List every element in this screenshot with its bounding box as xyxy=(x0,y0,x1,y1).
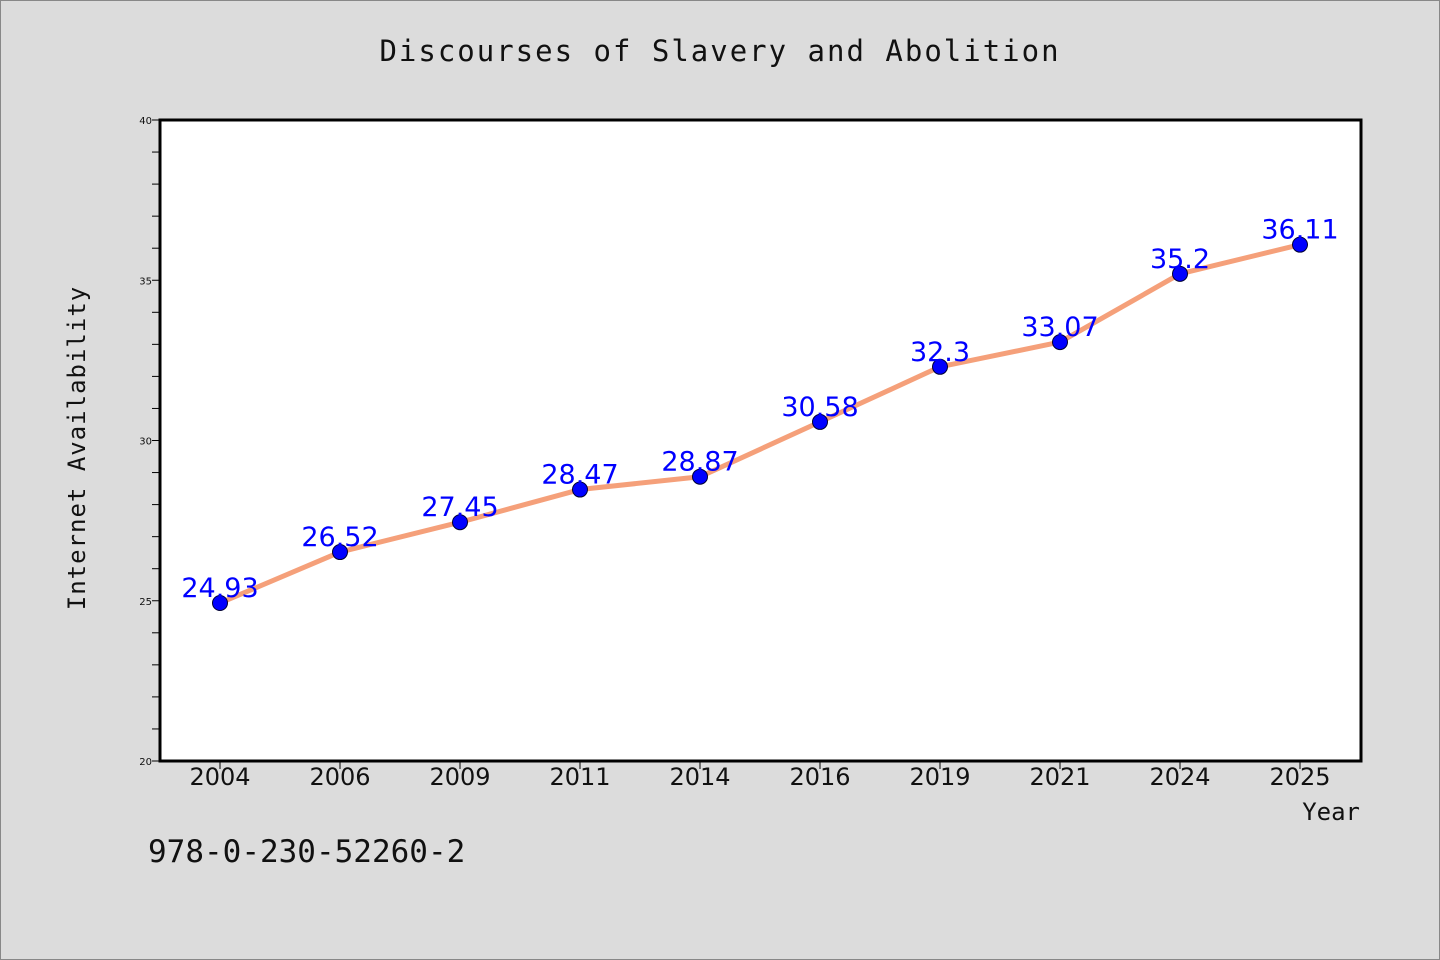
data-label: 27.45 xyxy=(421,492,498,523)
x-tick-label: 2004 xyxy=(189,763,250,791)
x-tick-label: 2025 xyxy=(1269,763,1330,791)
x-axis-label: Year xyxy=(1302,798,1360,826)
x-tick-label: 2014 xyxy=(669,763,730,791)
data-point xyxy=(1172,265,1188,282)
data-point xyxy=(452,514,468,531)
data-label: 24.93 xyxy=(181,573,258,604)
data-point xyxy=(692,468,708,485)
plot-area xyxy=(158,118,1363,763)
series-line-group xyxy=(217,242,1303,606)
data-label: 32.3 xyxy=(910,337,970,368)
chart-title: Discourses of Slavery and Abolition xyxy=(379,34,1061,68)
markers-group xyxy=(212,236,1308,611)
data-point xyxy=(572,481,588,498)
y-tick-label: 40 xyxy=(139,116,152,127)
data-label: 33.07 xyxy=(1021,312,1098,343)
data-label: 30.58 xyxy=(781,392,858,423)
x-tick-label: 2011 xyxy=(549,763,610,791)
data-label: 28.87 xyxy=(661,447,738,478)
x-tick-label: 2021 xyxy=(1029,763,1090,791)
data-label: 28.47 xyxy=(541,460,618,491)
x-tick-label: 2006 xyxy=(309,763,370,791)
y-tick-label: 25 xyxy=(139,597,152,608)
data-point xyxy=(932,358,948,375)
isbn-code: 978-0-230-52260-2 xyxy=(148,834,466,870)
x-tick-label: 2009 xyxy=(429,763,490,791)
y-tick-label: 30 xyxy=(139,437,152,448)
y-tick-label: 35 xyxy=(139,276,152,287)
data-point xyxy=(332,544,348,561)
y-axis-label: Internet Availability xyxy=(63,286,91,610)
y-tick-label: 20 xyxy=(139,757,152,768)
x-tick-label: 2019 xyxy=(909,763,970,791)
x-tick-label: 2016 xyxy=(789,763,850,791)
data-point xyxy=(812,413,828,430)
data-point xyxy=(1052,334,1068,351)
x-axis: 2004 2006 2009 2011 2014 2016 2019 2021 2024 2025 xyxy=(189,761,1331,791)
series-line xyxy=(217,242,1303,606)
x-tick-label: 2024 xyxy=(1149,763,1210,791)
data-point xyxy=(212,594,228,611)
y-axis: 20 25 30 35 40 xyxy=(139,116,160,768)
data-labels-group: 24.93 26.52 27.45 28.47 28.87 30.58 32.3 33.07 3… xyxy=(181,215,1338,604)
data-label: 35.2 xyxy=(1150,244,1210,275)
data-label: 26.52 xyxy=(301,522,378,553)
data-label: 36.11 xyxy=(1261,215,1338,246)
data-point xyxy=(1292,236,1308,253)
